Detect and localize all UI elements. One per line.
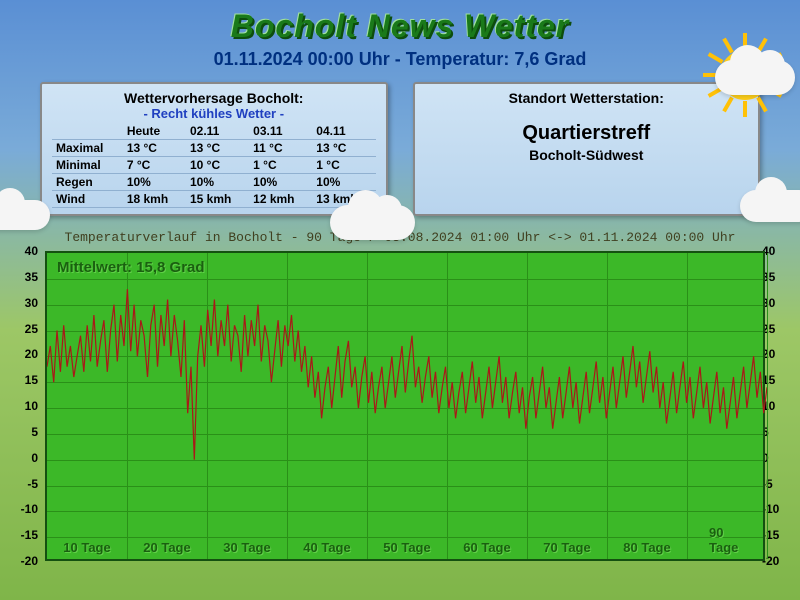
forecast-table: Heute02.1103.1104.11 Maximal13 °C13 °C11… [52,123,376,208]
y-axis-label: 0 [10,451,38,465]
y-axis-label: -10 [10,502,38,516]
y-axis-label: 35 [10,270,38,284]
forecast-title: Wettervorhersage Bocholt: [52,90,376,106]
cloud-decoration [330,205,415,240]
station-location: Bocholt-Südwest [425,147,749,163]
station-name: Quartierstreff [425,122,749,145]
cloud-decoration [0,200,50,230]
y-axis-label: 25 [10,322,38,336]
y-axis-label: 20 [10,347,38,361]
forecast-col: 03.11 [249,123,312,140]
y-axis-label: -20 [10,554,38,568]
forecast-row: Regen10%10%10%10% [52,174,376,191]
y-axis-label: 40 [10,244,38,258]
forecast-row: Maximal13 °C13 °C11 °C13 °C [52,140,376,157]
y-axis-label: 30 [10,296,38,310]
station-title: Standort Wetterstation: [425,90,749,106]
page-subtitle: 01.11.2024 00:00 Uhr - Temperatur: 7,6 G… [0,49,800,70]
y-axis-label: 5 [10,425,38,439]
forecast-panel: Wettervorhersage Bocholt: - Recht kühles… [40,82,388,216]
y-axis-label: 10 [10,399,38,413]
y-axis-label: -5 [10,477,38,491]
forecast-col: 04.11 [312,123,375,140]
forecast-row: Minimal7 °C10 °C1 °C1 °C [52,157,376,174]
forecast-subtitle: - Recht kühles Wetter - [52,106,376,121]
y-axis-label: -15 [10,528,38,542]
forecast-col: Heute [123,123,186,140]
forecast-col: 02.11 [186,123,249,140]
cloud-decoration [740,190,800,222]
page-title: Bocholt News Wetter [0,0,800,45]
forecast-row: Wind18 kmh15 kmh12 kmh13 kmh [52,191,376,208]
cloud-decoration [715,60,795,95]
y-axis-label: 15 [10,373,38,387]
forecast-col [52,123,123,140]
temperature-chart: 40403535303025252020151510105500-5-5-10-… [10,251,790,561]
temperature-line [47,253,767,563]
plot-area: 10 Tage20 Tage30 Tage40 Tage50 Tage60 Ta… [45,251,765,561]
